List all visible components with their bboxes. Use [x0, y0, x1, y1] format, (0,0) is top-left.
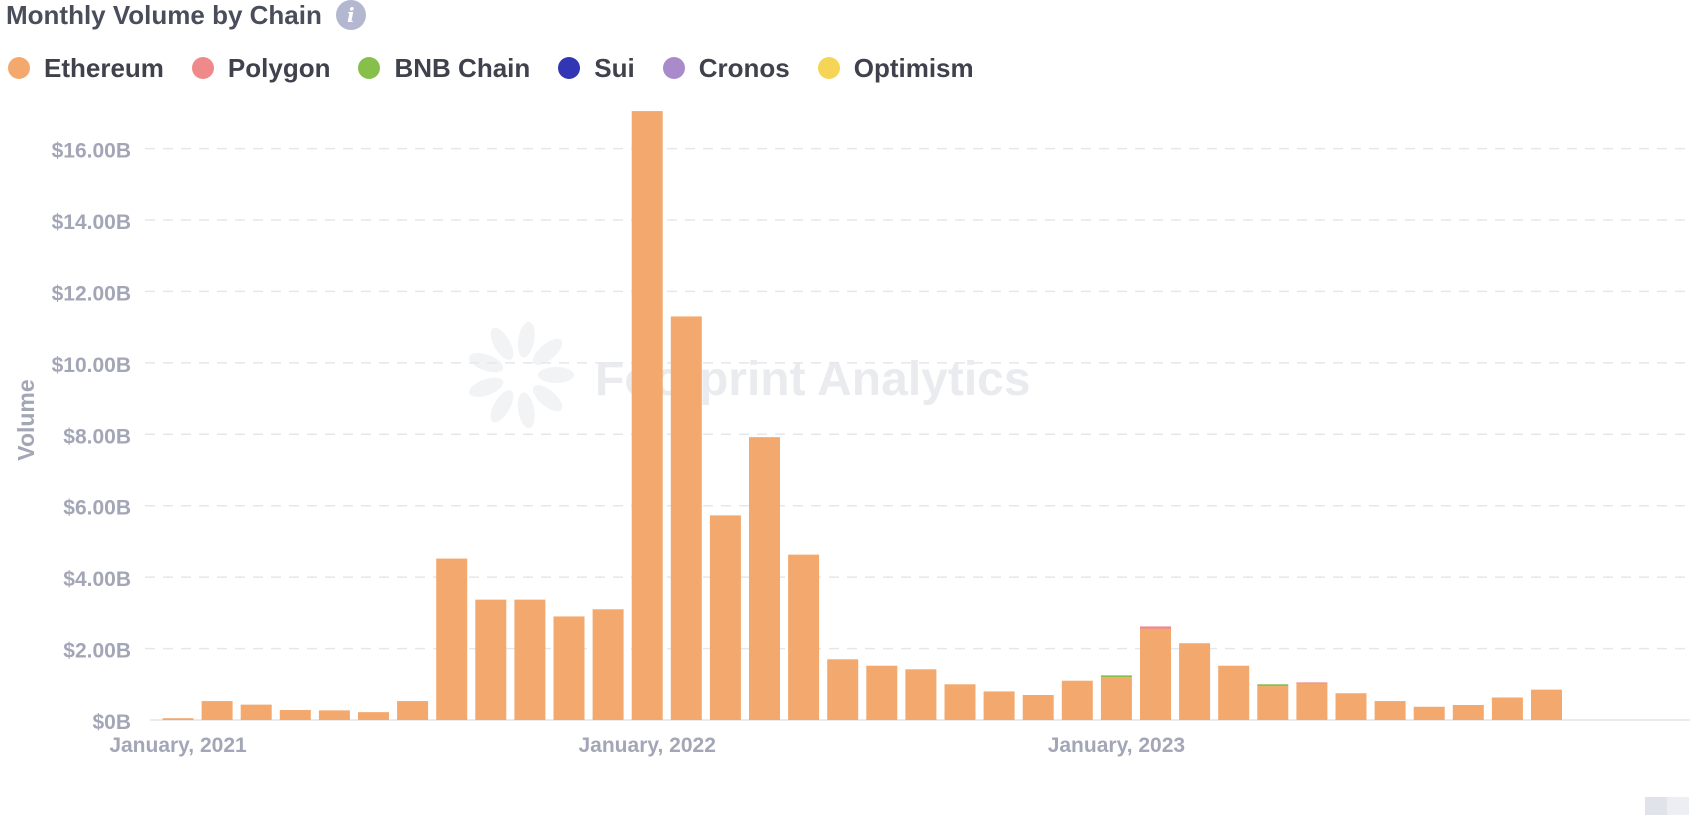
legend-label: BNB Chain — [394, 52, 531, 83]
legend-item-ethereum[interactable]: Ethereum — [8, 53, 164, 84]
legend-item-bnb-chain[interactable]: BNB Chain — [358, 53, 530, 84]
legend-item-polygon[interactable]: Polygon — [191, 52, 331, 84]
legend-dot — [8, 57, 30, 79]
bar-ethereum-2023-06[interactable] — [1296, 683, 1328, 720]
legend-dot — [817, 57, 840, 79]
bar-ethereum-2022-06[interactable] — [827, 659, 859, 720]
bar-ethereum-2022-07[interactable] — [866, 665, 898, 720]
bar-ethereum-2022-12[interactable] — [1061, 680, 1093, 720]
y-tick-label: $6.00B — [63, 497, 131, 520]
chart-header: Monthly Volume by Chain i — [6, 0, 366, 30]
bar-ethereum-2022-02[interactable] — [670, 316, 702, 720]
bar-ethereum-2023-09[interactable] — [1413, 706, 1445, 720]
x-tick-label: January, 2021 — [109, 734, 247, 757]
bar-ethereum-2023-08[interactable] — [1374, 701, 1406, 720]
y-tick-label: $10.00B — [52, 354, 131, 377]
bar-ethereum-2021-04[interactable] — [279, 710, 311, 720]
legend-item-optimism[interactable]: Optimism — [817, 52, 974, 84]
bar-bnb-chain-2023-05[interactable] — [1257, 684, 1289, 687]
bar-polygon-2023-02[interactable] — [1140, 626, 1171, 629]
bar-ethereum-2023-03[interactable] — [1179, 643, 1211, 720]
bar-ethereum-2021-08[interactable] — [436, 558, 468, 720]
x-tick-label: January, 2023 — [1048, 734, 1185, 757]
bar-ethereum-2022-05[interactable] — [788, 554, 820, 720]
bar-ethereum-2021-10[interactable] — [514, 599, 546, 720]
bar-ethereum-2023-07[interactable] — [1335, 693, 1367, 720]
bar-ethereum-2023-12[interactable] — [1531, 689, 1562, 720]
legend-label: Optimism — [853, 52, 974, 83]
legend-dot — [662, 57, 685, 79]
bar-ethereum-2023-10[interactable] — [1452, 705, 1484, 720]
bar-ethereum-2023-11[interactable] — [1491, 697, 1523, 721]
legend-label: Cronos — [698, 52, 790, 83]
legend-dot — [558, 57, 581, 79]
x-tick-label: January, 2022 — [579, 734, 716, 757]
bar-ethereum-2022-11[interactable] — [1022, 695, 1054, 720]
bar-ethereum-2021-01[interactable] — [162, 718, 194, 720]
chart-title: Monthly Volume by Chain — [6, 0, 322, 30]
bar-ethereum-2022-04[interactable] — [749, 437, 780, 720]
legend-dot — [358, 57, 381, 79]
watermark-text: Footprint Analytics — [595, 353, 1031, 406]
bar-ethereum-2021-03[interactable] — [240, 704, 272, 720]
bar-ethereum-2021-09[interactable] — [475, 599, 507, 720]
bar-ethereum-2021-12[interactable] — [592, 609, 624, 720]
y-tick-label: $0B — [92, 711, 131, 734]
bar-ethereum-2023-04[interactable] — [1218, 665, 1250, 720]
y-tick-label: $8.00B — [63, 425, 131, 448]
legend-dot — [191, 57, 214, 79]
watermark-logo — [469, 321, 574, 429]
bar-bnb-chain-2023-01[interactable] — [1100, 675, 1132, 678]
bar-ethereum-2022-09[interactable] — [944, 684, 976, 720]
legend-label: Ethereum — [44, 52, 164, 83]
bar-ethereum-2023-02[interactable] — [1140, 628, 1171, 720]
y-tick-label: $14.00B — [52, 211, 131, 234]
y-tick-label: $12.00B — [52, 282, 131, 305]
bar-ethereum-2021-05[interactable] — [318, 710, 350, 720]
legend-label: Sui — [594, 52, 635, 83]
bar-ethereum-2022-08[interactable] — [905, 669, 937, 720]
bar-ethereum-2022-01[interactable] — [631, 111, 663, 721]
bar-polygon-2023-06[interactable] — [1296, 682, 1328, 684]
chart-scroll-handle[interactable] — [1645, 797, 1689, 815]
legend-label: Polygon — [227, 52, 331, 83]
legend-item-cronos[interactable]: Cronos — [662, 52, 790, 84]
bar-ethereum-2021-02[interactable] — [201, 701, 233, 720]
legend: Ethereum Polygon BNB Chain Sui Cronos Optimis… — [8, 50, 974, 86]
bar-ethereum-2023-01[interactable] — [1100, 677, 1132, 720]
bar-ethereum-2022-03[interactable] — [709, 515, 741, 720]
legend-item-sui[interactable]: Sui — [558, 52, 635, 84]
y-tick-label: $2.00B — [63, 640, 131, 663]
bar-ethereum-2021-06[interactable] — [358, 712, 389, 720]
y-axis-label: Volume — [13, 379, 39, 460]
y-tick-label: $16.00B — [52, 140, 131, 163]
bar-ethereum-2021-11[interactable] — [553, 616, 585, 720]
y-tick-label: $4.00B — [63, 568, 131, 591]
info-icon[interactable]: i — [335, 0, 366, 30]
bar-ethereum-2023-05[interactable] — [1257, 686, 1289, 720]
bar-ethereum-2022-10[interactable] — [983, 691, 1015, 720]
bar-ethereum-2021-07[interactable] — [397, 701, 429, 720]
